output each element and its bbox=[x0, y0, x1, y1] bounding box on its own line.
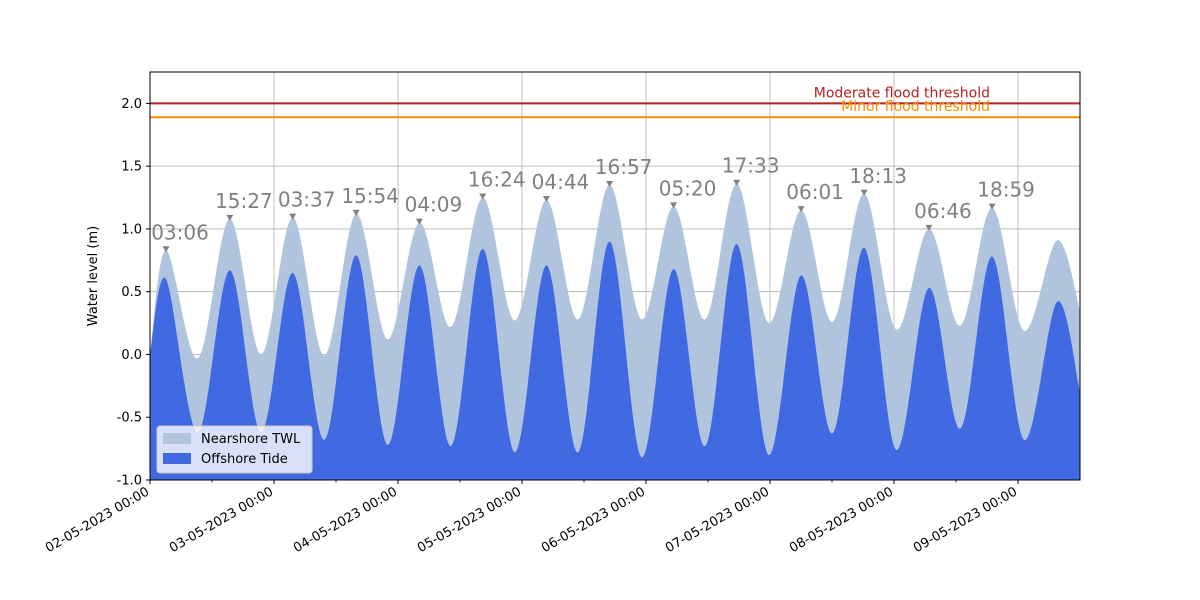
y-tick-label-6: 2.0 bbox=[121, 97, 142, 112]
y-tick-label-2: 0.0 bbox=[121, 348, 142, 363]
legend: Nearshore TWL Offshore Tide bbox=[156, 425, 313, 474]
legend-label-0: Nearshore TWL bbox=[201, 432, 301, 447]
peak-label-12: 06:46 bbox=[914, 199, 972, 223]
peak-label-7: 16:57 bbox=[595, 155, 653, 179]
legend-swatch-1 bbox=[163, 453, 191, 464]
x-tick-label-3: 05-05-2023 00:00 bbox=[415, 484, 524, 556]
peak-label-8: 05:20 bbox=[659, 176, 717, 200]
y-axis-label: Water level (m) bbox=[86, 226, 101, 326]
threshold-label-1: Minor flood threshold bbox=[841, 99, 990, 115]
peak-label-2: 03:37 bbox=[278, 188, 336, 212]
x-tick-label-7: 09-05-2023 00:00 bbox=[911, 484, 1020, 556]
peak-marker-3 bbox=[352, 209, 360, 216]
peak-label-5: 16:24 bbox=[468, 168, 526, 192]
peak-marker-8 bbox=[670, 202, 678, 209]
area-layer bbox=[150, 183, 1080, 480]
peak-label-13: 18:59 bbox=[977, 178, 1035, 202]
peak-marker-11 bbox=[860, 189, 868, 196]
peak-marker-5 bbox=[479, 193, 487, 200]
peak-label-3: 15:54 bbox=[341, 184, 399, 208]
peak-marker-1 bbox=[226, 214, 234, 221]
peak-marker-12 bbox=[925, 224, 933, 231]
x-tick-label-6: 08-05-2023 00:00 bbox=[787, 484, 896, 556]
peak-marker-13 bbox=[988, 203, 996, 210]
peak-marker-7 bbox=[606, 180, 614, 187]
legend-label-1: Offshore Tide bbox=[201, 452, 288, 467]
peak-marker-4 bbox=[415, 218, 423, 225]
peak-marker-2 bbox=[289, 213, 297, 220]
peak-label-1: 15:27 bbox=[215, 189, 273, 213]
series-area-offshore-tide bbox=[150, 241, 1080, 480]
threshold-label-0: Moderate flood threshold bbox=[814, 85, 990, 101]
peak-label-11: 18:13 bbox=[849, 164, 907, 188]
y-tick-label-0: -1.0 bbox=[117, 474, 142, 489]
peak-marker-6 bbox=[542, 196, 550, 203]
x-tick-label-4: 06-05-2023 00:00 bbox=[539, 484, 648, 556]
legend-box bbox=[156, 425, 313, 474]
legend-swatch-0 bbox=[163, 433, 191, 444]
peak-marker-0 bbox=[162, 246, 170, 253]
y-tick-label-4: 1.0 bbox=[121, 222, 142, 237]
peak-label-10: 06:01 bbox=[786, 180, 844, 204]
x-tick-label-0: 02-05-2023 00:00 bbox=[43, 484, 152, 556]
y-tick-label-1: -0.5 bbox=[117, 411, 142, 426]
x-tick-label-2: 04-05-2023 00:00 bbox=[291, 484, 400, 556]
y-tick-label-5: 1.5 bbox=[121, 160, 142, 175]
peak-marker-10 bbox=[797, 206, 805, 213]
peak-label-4: 04:09 bbox=[405, 193, 463, 217]
peak-label-0: 03:06 bbox=[151, 220, 209, 244]
plot-frame bbox=[149, 71, 1081, 481]
x-tick-label-5: 07-05-2023 00:00 bbox=[663, 484, 772, 556]
y-tick-label-3: 0.5 bbox=[121, 285, 142, 300]
peak-label-9: 17:33 bbox=[722, 154, 780, 178]
peak-label-6: 04:44 bbox=[532, 170, 590, 194]
peak-marker-9 bbox=[733, 179, 741, 186]
x-tick-label-1: 03-05-2023 00:00 bbox=[167, 484, 276, 556]
